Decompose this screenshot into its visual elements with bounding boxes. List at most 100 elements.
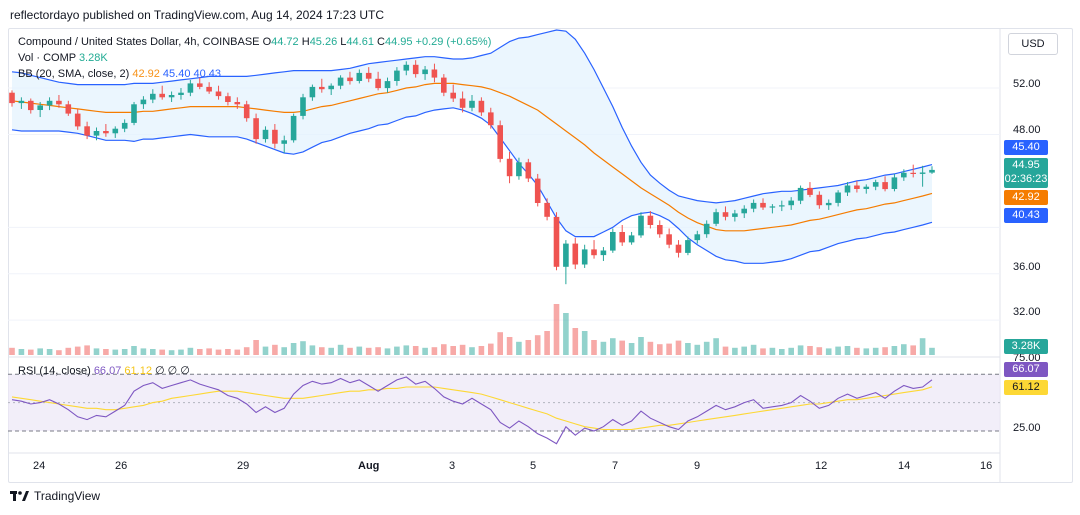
volume-tag: 3.28K: [1004, 339, 1048, 354]
volume-bar: [666, 343, 672, 355]
candle-body: [675, 244, 682, 253]
volume-bar: [844, 346, 851, 355]
volume-bar: [262, 346, 269, 355]
rsi-tick-75: 75.00: [1013, 352, 1041, 364]
time-tick-month: Aug: [358, 460, 380, 472]
candle-body: [891, 177, 898, 189]
candle-body: [168, 95, 175, 98]
volume-bar: [215, 349, 222, 355]
volume-bar: [225, 349, 231, 355]
volume-bar: [779, 349, 785, 355]
candle-body: [65, 104, 72, 114]
volume-bar: [93, 348, 100, 355]
volume-bar: [9, 347, 15, 355]
candle-body: [901, 172, 907, 178]
volume-bar: [657, 344, 663, 355]
volume-bar: [422, 347, 428, 355]
volume-bar: [863, 348, 870, 355]
rsi-legend-value: 66.07: [93, 365, 122, 377]
volume-bar: [628, 343, 635, 355]
candle-body: [769, 206, 776, 208]
candle-body: [56, 100, 62, 105]
candle-body: [159, 93, 165, 98]
volume-bar: [243, 347, 250, 355]
candle-body: [225, 96, 231, 102]
candle-body: [910, 172, 916, 174]
candle-body: [215, 91, 222, 97]
candle-body: [600, 250, 607, 256]
candle-body: [46, 100, 53, 106]
volume-bar: [854, 347, 860, 355]
volume-bar: [506, 337, 513, 355]
candle-body: [882, 182, 888, 190]
volume-label: Vol · COMP: [18, 52, 76, 64]
candle-body: [28, 100, 34, 111]
volume-bar: [384, 348, 391, 355]
candle-body: [534, 178, 541, 203]
candle-body: [112, 128, 119, 134]
volume-bar: [741, 346, 747, 355]
candle-body: [384, 81, 391, 89]
time-tick: 24: [33, 460, 46, 472]
candle-body: [394, 70, 400, 81]
volume-legend: Vol · COMP 3.28K: [18, 52, 108, 64]
candle-body: [319, 86, 325, 90]
candle-body: [835, 192, 841, 203]
volume-bar: [713, 338, 719, 355]
volume-bar: [703, 341, 710, 355]
volume-bar: [478, 346, 485, 355]
candle-body: [497, 125, 503, 159]
candle-body: [797, 187, 804, 201]
volume-value: 3.28K: [78, 52, 108, 64]
volume-bar: [290, 343, 297, 355]
volume-bar: [121, 349, 128, 355]
currency-button[interactable]: USD: [1008, 33, 1058, 55]
candle-body: [478, 100, 485, 113]
candle-body: [741, 208, 747, 214]
bb-lower-tag: 40.43: [1004, 208, 1048, 223]
candle-body: [206, 86, 212, 92]
volume-bar: [337, 344, 344, 355]
volume-bar: [694, 344, 701, 355]
ohlc-low-label: L: [340, 36, 347, 48]
volume-bar: [131, 346, 137, 355]
time-tick: 12: [815, 460, 828, 472]
candle-body: [365, 72, 372, 79]
candle-body: [713, 212, 719, 224]
volume-bar: [685, 343, 691, 355]
volume-bar: [675, 340, 682, 355]
volume-bar: [572, 328, 579, 355]
volume-bar: [356, 346, 363, 355]
candle-body: [412, 64, 419, 75]
candle-body: [854, 185, 860, 189]
candle-body: [18, 100, 25, 104]
volume-bar: [835, 346, 841, 355]
volume-bar: [103, 349, 109, 355]
volume-bar: [394, 346, 400, 355]
bb-lower-value: 40.43: [193, 68, 222, 80]
volume-bar: [610, 338, 616, 355]
candle-body: [121, 122, 128, 129]
volume-bar: [769, 347, 776, 355]
price-tick-52: 52.00: [1013, 78, 1041, 90]
bb-label: BB (20, SMA, close, 2): [18, 68, 130, 80]
candle-body: [103, 131, 109, 134]
candle-body: [807, 187, 813, 195]
candle-body: [140, 99, 147, 105]
candle-body: [93, 131, 100, 136]
candle-body: [628, 235, 635, 243]
bb-upper-value: 45.40: [162, 68, 191, 80]
volume-bar: [347, 347, 353, 355]
candle-body: [262, 129, 269, 140]
volume-bar: [159, 349, 165, 355]
chart-frame: [8, 28, 1073, 483]
candle-body: [459, 98, 466, 108]
rsi-label: RSI (14, close): [18, 365, 91, 377]
ohlc-change: +0.29 (+0.65%): [415, 36, 492, 48]
candle-body: [619, 232, 625, 243]
ohlc-low: 44.61: [346, 36, 374, 48]
candle-body: [403, 64, 410, 71]
time-tick: 14: [898, 460, 911, 472]
time-tick: 26: [115, 460, 128, 472]
